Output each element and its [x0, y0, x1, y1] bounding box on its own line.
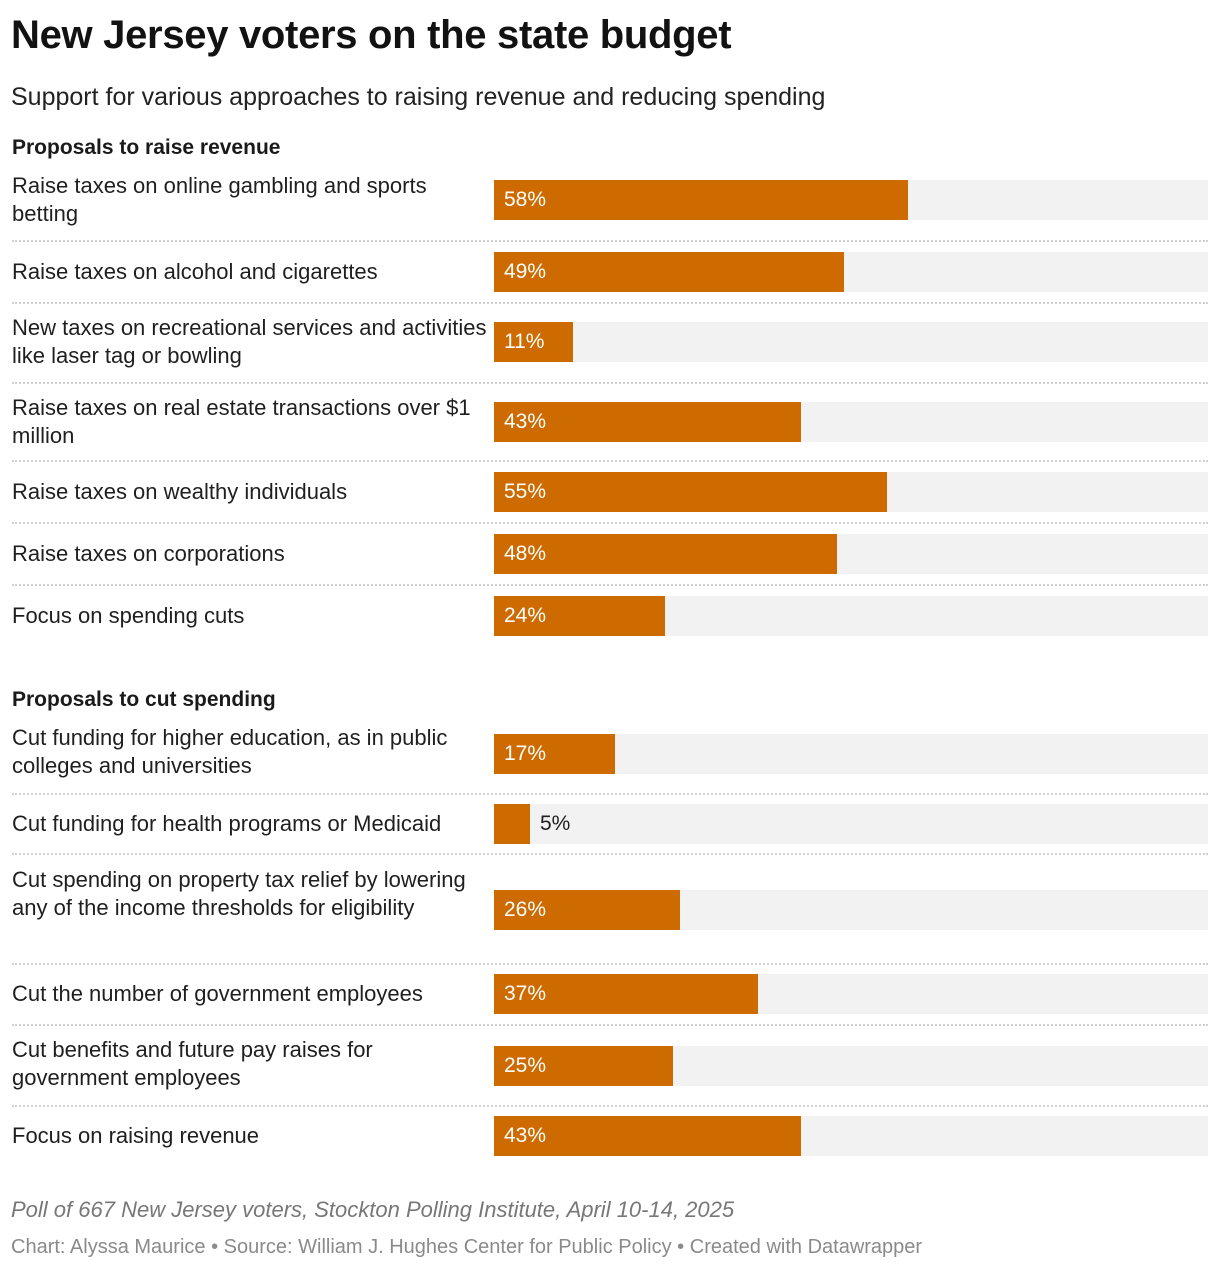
datawrapper-credit: Created with Datawrapper	[689, 1236, 923, 1258]
category-label: Raise taxes on alcohol and cigarettes	[12, 259, 378, 284]
category-label: Raise taxes on real estate transactions …	[12, 395, 471, 448]
bar-value-label: 37%	[504, 982, 547, 1005]
bar	[494, 534, 837, 574]
row-divider	[12, 793, 1208, 795]
bar	[494, 1046, 673, 1086]
bar-value-label: 58%	[504, 188, 547, 211]
bar-value-label: 43%	[504, 1124, 547, 1147]
bar	[494, 402, 801, 442]
row-divider	[12, 853, 1208, 855]
category-label: Cut spending on property tax relief by l…	[12, 867, 466, 920]
category-label: Raise taxes on online gambling and sport…	[12, 173, 427, 226]
source-text: Source: William J. Hughes Center for Pub…	[223, 1236, 672, 1258]
bar	[494, 472, 887, 512]
bar	[494, 974, 758, 1014]
bar-value-label: 17%	[504, 742, 547, 765]
bar-value-label: 43%	[504, 410, 547, 433]
bar-track: 48%	[494, 534, 1208, 574]
row-divider	[12, 460, 1208, 462]
row-divider	[12, 240, 1208, 242]
group-title: Proposals to raise revenue	[12, 136, 281, 159]
category-label: Cut funding for higher education, as in …	[12, 725, 448, 778]
category-label: Raise taxes on corporations	[12, 541, 285, 566]
bar-track: 24%	[494, 596, 1208, 636]
chart-footer: Chart: Alyssa Maurice • Source: William …	[11, 1233, 922, 1261]
row-divider	[12, 963, 1208, 965]
row-divider	[12, 1024, 1208, 1026]
bar-track: 5%	[494, 804, 1208, 844]
bar	[494, 804, 530, 844]
row-divider	[12, 584, 1208, 586]
byline: Chart: Alyssa Maurice	[11, 1236, 206, 1258]
bar-track: 55%	[494, 472, 1208, 512]
bar-value-label: 55%	[504, 480, 547, 503]
category-label: Raise taxes on wealthy individuals	[12, 479, 348, 504]
bar-value-label: 24%	[504, 604, 547, 627]
row-divider	[12, 382, 1208, 384]
row-divider	[12, 1105, 1208, 1107]
chart-title: New Jersey voters on the state budget	[11, 13, 732, 57]
bar	[494, 734, 615, 774]
category-label: New taxes on recreational services and a…	[12, 315, 487, 368]
bar	[494, 322, 573, 362]
bar-track: 58%	[494, 180, 1208, 220]
category-label: Focus on spending cuts	[12, 603, 245, 628]
bar-track: 17%	[494, 734, 1208, 774]
bar-value-label: 5%	[540, 812, 571, 835]
category-label: Cut the number of government employees	[12, 981, 423, 1006]
row-divider	[12, 302, 1208, 304]
category-label: Cut funding for health programs or Medic…	[12, 811, 442, 836]
bar-track: 26%	[494, 890, 1208, 930]
bar	[494, 1116, 801, 1156]
bar	[494, 180, 908, 220]
bar	[494, 252, 844, 292]
chart-subtitle: Support for various approaches to raisin…	[11, 83, 826, 111]
bar	[494, 890, 680, 930]
category-label: Focus on raising revenue	[12, 1123, 260, 1148]
bar-track: 43%	[494, 402, 1208, 442]
row-divider	[12, 522, 1208, 524]
footer-separator: •	[677, 1236, 685, 1258]
chart-notes: Poll of 667 New Jersey voters, Stockton …	[11, 1197, 735, 1222]
bar-track: 43%	[494, 1116, 1208, 1156]
bar-value-label: 49%	[504, 260, 547, 283]
footer-separator: •	[211, 1236, 219, 1258]
group-title: Proposals to cut spending	[12, 688, 276, 711]
bar-track: 11%	[494, 322, 1208, 362]
bar-value-label: 26%	[504, 898, 547, 921]
bar-value-label: 11%	[504, 330, 545, 353]
bar	[494, 596, 665, 636]
bar-track: 37%	[494, 974, 1208, 1014]
bar-track: 25%	[494, 1046, 1208, 1086]
bar-track: 49%	[494, 252, 1208, 292]
bar-value-label: 48%	[504, 542, 547, 565]
category-label: Cut benefits and future pay raises for g…	[12, 1037, 373, 1090]
bar-value-label: 25%	[504, 1054, 547, 1077]
